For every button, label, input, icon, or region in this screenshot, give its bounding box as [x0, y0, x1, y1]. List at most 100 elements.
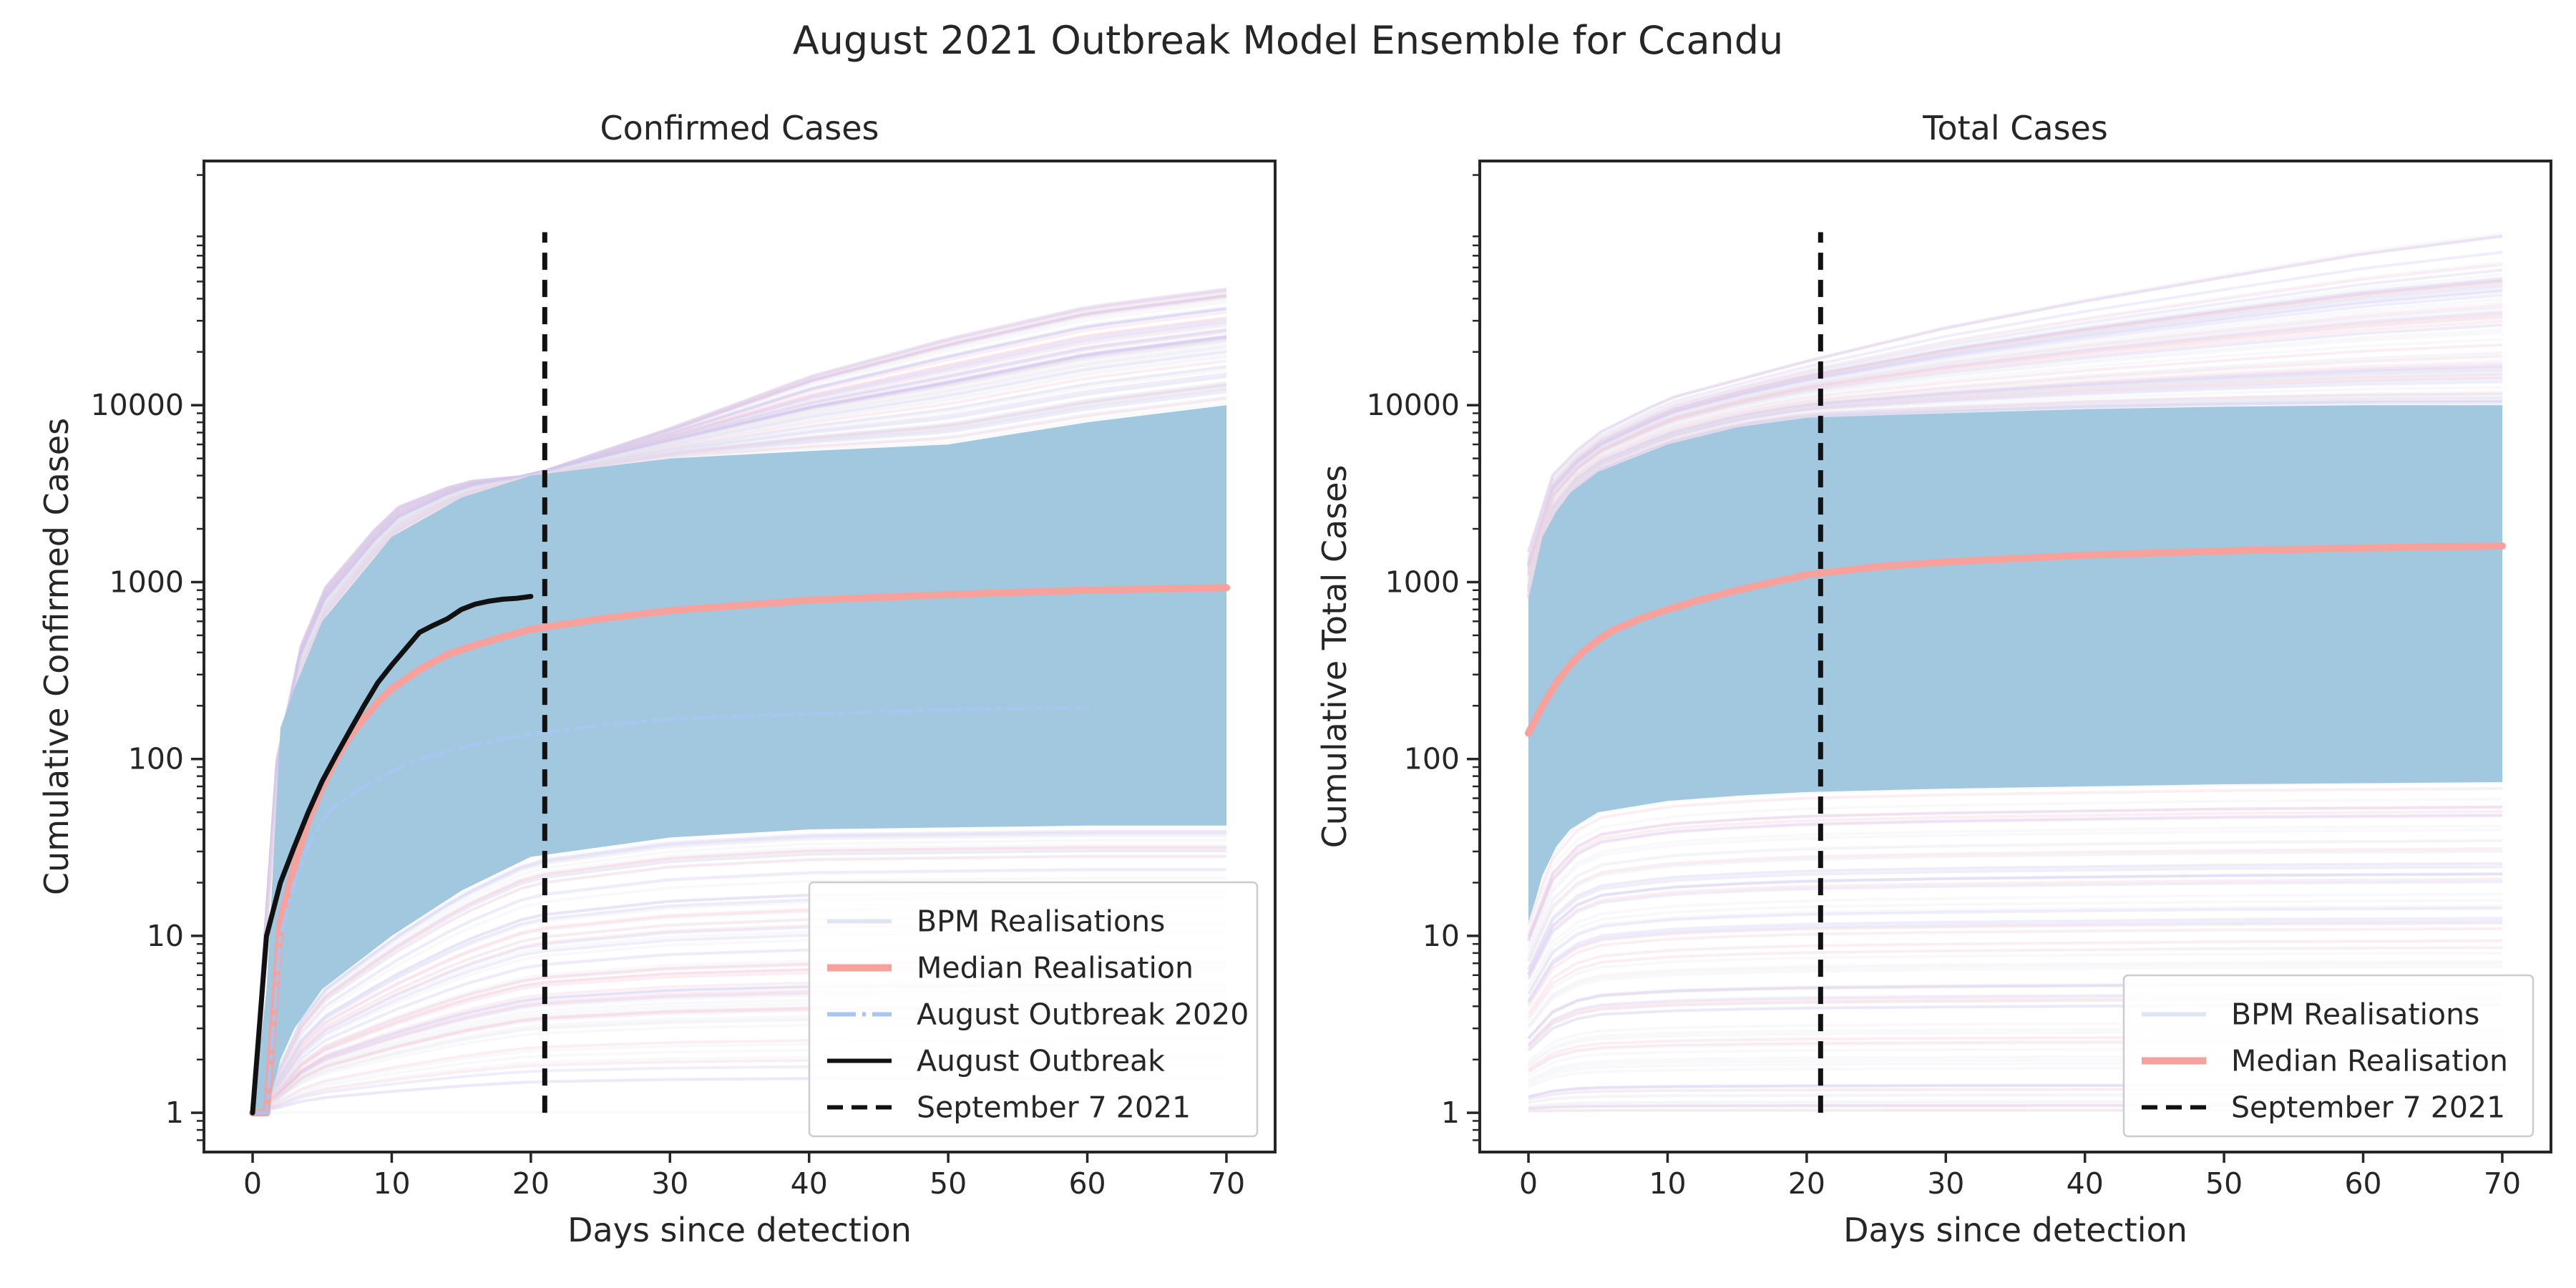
realisation-line [251, 397, 1227, 1113]
realisation-line [1527, 403, 2502, 600]
realisation-line [251, 311, 1227, 1113]
realisation-line [251, 384, 1227, 1113]
august-outbreak-line [250, 594, 534, 1116]
realisation-line [1527, 927, 2503, 1008]
realisation-line [251, 305, 1227, 1113]
realisation-line [1527, 965, 2503, 1030]
realisation-line [1527, 234, 2503, 552]
realisation-line [251, 383, 1227, 1113]
realisation-line [1527, 306, 2503, 572]
realisation-line [1527, 361, 2503, 588]
realisation-line [1527, 865, 2503, 972]
x-tick-label: 10 [373, 1166, 410, 1201]
realisation-line [1527, 781, 2503, 923]
realisation-line [251, 831, 1226, 1114]
realisation-line [251, 329, 1227, 1113]
realisation-line [1527, 268, 2503, 562]
realisation-line [251, 293, 1227, 1113]
realisation-line [251, 289, 1227, 1113]
x-tick-label: 60 [1068, 1166, 1106, 1201]
realisation-line [251, 291, 1227, 1113]
realisation-line [1527, 797, 2503, 932]
x-tick-label: 50 [2205, 1166, 2243, 1201]
y-tick-label: 1 [165, 1096, 184, 1130]
realisation-line [251, 340, 1227, 1113]
realisation-line [251, 301, 1227, 1113]
realisation-line [1527, 810, 2503, 940]
realisation-line [251, 365, 1227, 1113]
x-tick-label: 40 [2067, 1166, 2104, 1201]
realisation-line [1527, 872, 2503, 976]
realisation-line [251, 401, 1227, 1113]
realisation-line [1527, 263, 2503, 561]
realisation-line [1527, 277, 2503, 565]
realisation-line [1527, 369, 2503, 590]
realisation-line [1527, 877, 2503, 979]
realisation-line [251, 338, 1227, 1113]
realisation-line [251, 384, 1227, 1113]
plot-content [1525, 232, 2506, 1113]
y-tick-label: 1000 [1385, 565, 1460, 599]
realisation-line [251, 359, 1227, 1113]
realisation-line [1527, 315, 2503, 575]
realisation-line [1527, 806, 2503, 937]
realisation-line [251, 307, 1227, 1113]
realisation-line [1527, 862, 2503, 970]
realisation-line [251, 337, 1227, 1113]
realisation-line [1527, 279, 2503, 565]
realisation-line [1527, 899, 2503, 991]
y-tick-label: 100 [128, 742, 184, 776]
realisation-line [1527, 328, 2503, 579]
realisation-line [1527, 401, 2503, 599]
realisation-line [1527, 393, 2503, 597]
realisation-line [1527, 369, 2503, 590]
realisation-line [1527, 839, 2503, 956]
realisation-line [1527, 828, 2503, 950]
realisation-line [1527, 235, 2503, 553]
realisation-line [1527, 232, 2503, 552]
realisation-line [1527, 276, 2503, 565]
realisation-line [1527, 962, 2503, 1028]
realisation-line [1527, 396, 2503, 598]
realisation-line [251, 388, 1227, 1113]
realisation-line [1527, 393, 2503, 597]
realisation-line [1527, 862, 2503, 970]
realisation-line [251, 316, 1227, 1113]
realisation-line [1527, 273, 2503, 564]
axes-frame-confirmed [203, 160, 1277, 1153]
realisation-line [1527, 386, 2503, 595]
realisation-line [251, 834, 1226, 1114]
realisation-line [1527, 288, 2503, 567]
realisation-line [1527, 282, 2503, 566]
legend-label-median: Median Realisation [917, 951, 1194, 985]
realisation-line [1527, 290, 2503, 568]
realisation-line [1527, 279, 2503, 565]
realisation-line [1527, 400, 2503, 599]
y-axis-label-confirmed: Cumulative Confirmed Cases [37, 418, 76, 895]
legend-label-september: September 7 2021 [917, 1091, 1191, 1125]
realisation-line [251, 868, 1226, 1114]
x-tick-label: 70 [1208, 1166, 1245, 1201]
realisation-line [1527, 364, 2503, 589]
realisation-line [251, 834, 1226, 1114]
realisation-line [251, 375, 1227, 1113]
realisation-line [251, 287, 1227, 1113]
realisation-line [1527, 371, 2503, 591]
realisation-line [251, 344, 1227, 1113]
y-tick-label: 10000 [1367, 388, 1460, 422]
realisation-line [251, 372, 1227, 1113]
realisation-line [251, 368, 1227, 1113]
realisation-line [251, 296, 1227, 1113]
realisation-line [251, 336, 1227, 1113]
realisation-line [251, 321, 1227, 1113]
realisation-line [251, 341, 1227, 1113]
realisation-line [1527, 323, 2503, 577]
realisation-line [1527, 338, 2503, 582]
realisation-line [251, 344, 1227, 1113]
realisation-line [1527, 399, 2503, 599]
axes-frame-total [1478, 160, 2552, 1153]
legend-label-august-2020: August Outbreak 2020 [917, 997, 1249, 1032]
realisation-line [1527, 839, 2503, 957]
legend-box [2122, 974, 2534, 1138]
panel-confirmed-cases: Confirmed Cases Days since detection Cum… [37, 109, 1277, 1249]
